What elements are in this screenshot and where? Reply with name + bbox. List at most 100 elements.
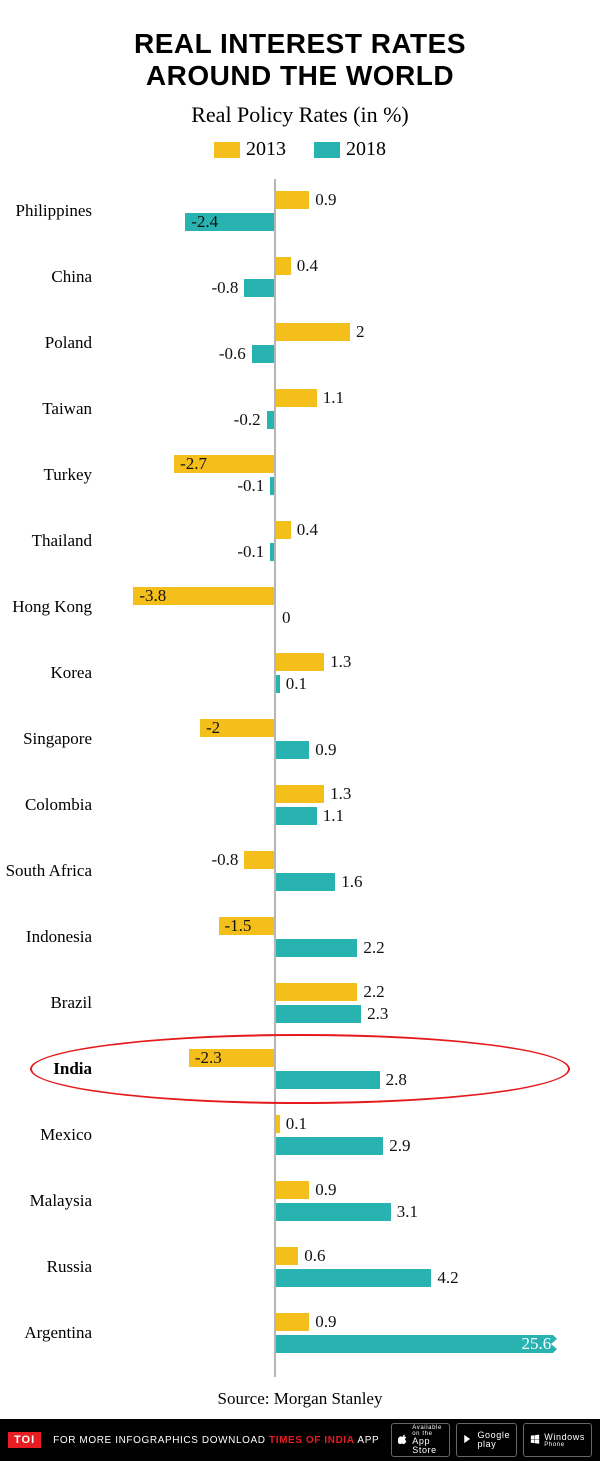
legend-label-2018: 2018	[346, 138, 386, 161]
chart-row: Korea1.30.1	[0, 641, 600, 705]
chart-row: Mexico 0.1 2.9	[0, 1103, 600, 1167]
bar-value-2018: 0	[276, 608, 291, 628]
bar-2013: 1.3	[276, 785, 324, 803]
country-label: Mexico	[0, 1125, 92, 1145]
bar-value-2013: 1.1	[317, 388, 344, 408]
chart-row: Indonesia -1.5 2.2	[0, 905, 600, 969]
bar-2018: 4.2	[276, 1269, 431, 1287]
bar-2013: 2	[276, 323, 350, 341]
legend-swatch-2013	[214, 142, 240, 158]
country-label: Argentina	[0, 1323, 92, 1343]
store-appstore-text: Available on theApp Store	[412, 1425, 443, 1455]
main-title: REAL INTEREST RATES AROUND THE WORLD	[0, 0, 600, 102]
chart-row: Brazil2.22.3	[0, 971, 600, 1035]
bar-2013: 0.9	[276, 1313, 309, 1331]
bar-value-2013: 2	[350, 322, 365, 342]
chart-row: Russia0.64.2	[0, 1235, 600, 1299]
country-label: Brazil	[0, 993, 92, 1013]
bar-2018: 2.2	[276, 939, 357, 957]
source-text: Source: Morgan Stanley	[0, 1377, 600, 1419]
legend-item-2018: 2018	[314, 138, 386, 161]
bar-2013: 0.6	[276, 1247, 298, 1265]
country-label: Thailand	[0, 531, 92, 551]
store-windows[interactable]: WindowsPhone	[523, 1423, 592, 1457]
store-googleplay[interactable]: Google play	[456, 1423, 517, 1457]
bar-value-2013: 2.2	[357, 982, 384, 1002]
country-label: India	[0, 1059, 92, 1079]
footer-msg-red: TIMES OF INDIA	[269, 1435, 355, 1446]
country-label: Malaysia	[0, 1191, 92, 1211]
chart-row: Poland2-0.6	[0, 311, 600, 375]
apple-icon	[398, 1434, 408, 1446]
bar-2013: -3.8	[133, 587, 274, 605]
bar-2018: -0.8	[244, 279, 274, 297]
store-googleplay-text: Google play	[477, 1431, 510, 1449]
bar-value-2018: -0.2	[234, 410, 267, 430]
chart-row: Malaysia 0.9 3.1	[0, 1169, 600, 1233]
bar-value-2018: 0.1	[280, 674, 307, 694]
bar-value-2018: -0.8	[211, 278, 244, 298]
bar-2018: -2.4	[185, 213, 274, 231]
bar-value-2018: 0.9	[309, 740, 336, 760]
bar-value-2018: -0.1	[237, 542, 270, 562]
bar-value-2013: 0.9	[309, 190, 336, 210]
bar-value-2018: 2.3	[361, 1004, 388, 1024]
bar-value-2018: 2.8	[380, 1070, 407, 1090]
title-line-2: AROUND THE WORLD	[146, 60, 454, 91]
bar-value-2013: 0.9	[309, 1180, 336, 1200]
bar-2013: -2.7	[174, 455, 274, 473]
bar-value-2018: 2.2	[357, 938, 384, 958]
subtitle: Real Policy Rates (in %)	[0, 102, 600, 138]
bar-value-2013: 0.4	[291, 256, 318, 276]
bar-2013: -2.3	[189, 1049, 274, 1067]
country-label: Turkey	[0, 465, 92, 485]
toi-badge: TOI	[8, 1432, 41, 1448]
bar-2018: 1.1	[276, 807, 317, 825]
country-label: Singapore	[0, 729, 92, 749]
bar-2018: -0.2	[267, 411, 274, 429]
bar-value-2013: 0.4	[291, 520, 318, 540]
country-label: Korea	[0, 663, 92, 683]
bar-2018: 0.1	[276, 675, 280, 693]
bar-2018: 1.6	[276, 873, 335, 891]
infographic-container: REAL INTEREST RATES AROUND THE WORLD Rea…	[0, 0, 600, 1461]
bar-value-2013: 0.6	[298, 1246, 325, 1266]
bar-value-2018: -2.4	[191, 212, 218, 232]
bar-2013: 0.9	[276, 1181, 309, 1199]
country-label: Colombia	[0, 795, 92, 815]
chart-area: Philippines0.9-2.4China0.4-0.8Poland2-0.…	[0, 179, 600, 1377]
chart-row: Philippines0.9-2.4	[0, 179, 600, 243]
store-badges: Available on theApp Store Google play Wi…	[391, 1423, 592, 1457]
bar-value-2018: 25.6	[521, 1334, 551, 1354]
title-line-1: REAL INTEREST RATES	[134, 28, 466, 59]
bar-value-2013: -1.5	[225, 916, 252, 936]
bar-2018: -0.1	[270, 543, 274, 561]
bar-2013: 0.4	[276, 521, 291, 539]
footer-bar: TOI FOR MORE INFOGRAPHICS DOWNLOAD TIMES…	[0, 1419, 600, 1461]
country-label: Indonesia	[0, 927, 92, 947]
bar-2018: 2.3	[276, 1005, 361, 1023]
bar-2013: -0.8	[244, 851, 274, 869]
chart-row: Hong Kong-3.80	[0, 575, 600, 639]
bar-value-2018: 3.1	[391, 1202, 418, 1222]
country-label: Poland	[0, 333, 92, 353]
country-label: China	[0, 267, 92, 287]
chart-row: China0.4-0.8	[0, 245, 600, 309]
footer-msg-prefix: FOR MORE INFOGRAPHICS DOWNLOAD	[53, 1435, 269, 1446]
bar-2013: 2.2	[276, 983, 357, 1001]
bar-value-2013: 1.3	[324, 784, 351, 804]
bar-2018: 2.9	[276, 1137, 383, 1155]
legend-swatch-2018	[314, 142, 340, 158]
store-appstore[interactable]: Available on theApp Store	[391, 1423, 450, 1457]
bar-2018: 0.9	[276, 741, 309, 759]
bar-value-2013: -2.3	[195, 1048, 222, 1068]
bar-value-2018: 1.6	[335, 872, 362, 892]
legend-label-2013: 2013	[246, 138, 286, 161]
bar-2013: 0.1	[276, 1115, 280, 1133]
chart-row: Colombia 1.3 1.1	[0, 773, 600, 837]
bar-2013: -1.5	[219, 917, 275, 935]
chart-row: Turkey-2.7-0.1	[0, 443, 600, 507]
bar-2013: -2	[200, 719, 274, 737]
bar-2013: 0.4	[276, 257, 291, 275]
chart-row: Singapore-20.9	[0, 707, 600, 771]
